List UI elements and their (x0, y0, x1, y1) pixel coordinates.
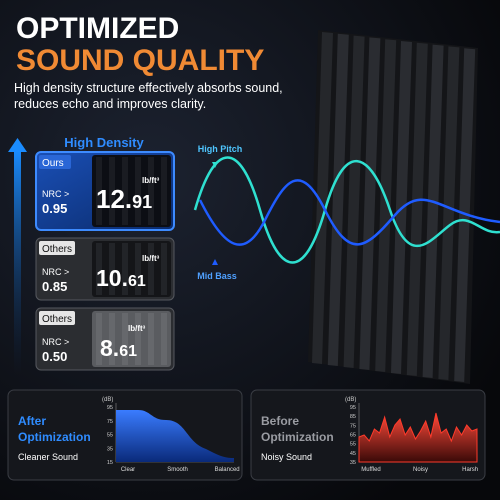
density-value: 12.91 (96, 184, 152, 214)
wave-label: Mid Bass (197, 271, 237, 281)
curve (116, 410, 234, 462)
texture (122, 313, 128, 365)
nrc-label: NRC > (42, 189, 69, 199)
y-tick-label: 95 (350, 405, 356, 411)
wave-label: High Pitch (198, 144, 243, 154)
nrc-value: 0.95 (42, 201, 67, 216)
axis-unit: (dB) (102, 397, 113, 403)
density-value: 10.61 (96, 265, 146, 291)
tag-bg (39, 311, 75, 325)
tag-bg (39, 155, 71, 169)
texture (135, 313, 141, 365)
density-value: 8.61 (100, 335, 137, 361)
y-tick-label: 35 (107, 446, 113, 452)
subtitle: High density structure effectively absor… (14, 81, 283, 111)
x-label: Clear (121, 467, 135, 473)
y-tick-label: 75 (107, 419, 113, 425)
nrc-label: NRC > (42, 267, 69, 277)
panel-title: Before (261, 414, 299, 428)
arrow-head (8, 138, 27, 152)
panel-title: After (18, 414, 46, 428)
slat (343, 35, 365, 368)
y-tick-label: 55 (107, 433, 113, 439)
slat (327, 33, 349, 367)
marker (212, 162, 218, 168)
texture (161, 243, 167, 295)
unit: lb/ft³ (128, 324, 146, 333)
texture (109, 157, 115, 225)
card-tag: Others (42, 244, 72, 255)
density-sub: 61 (119, 343, 137, 360)
texture (161, 313, 167, 365)
texture (96, 243, 102, 295)
y-tick-label: 75 (350, 423, 356, 429)
curve (358, 412, 478, 463)
panel-title: Optimization (261, 430, 334, 444)
density-sub: 61 (128, 273, 146, 290)
slat (312, 32, 333, 364)
y-tick-label: 15 (107, 460, 113, 466)
y-tick-label: 55 (350, 442, 356, 448)
wave-high (193, 156, 500, 264)
y-tick-label: 35 (350, 460, 356, 466)
unit: lb/ft³ (142, 176, 160, 185)
unit: lb/ft³ (142, 254, 160, 263)
density-label: High Density (64, 135, 144, 150)
nrc-value: 0.50 (42, 349, 67, 364)
texture (148, 243, 154, 295)
slat (406, 42, 428, 377)
texture (135, 157, 141, 225)
panel-caption: Cleaner Sound (18, 452, 78, 462)
y-tick-label: 45 (350, 451, 356, 457)
density-main: 12. (96, 184, 132, 214)
texture (96, 157, 102, 225)
texture (148, 157, 154, 225)
density-main: 10. (96, 265, 128, 291)
slat (422, 44, 444, 378)
y-tick-label: 95 (107, 405, 113, 411)
tag-bg (39, 241, 75, 255)
texture (122, 157, 128, 225)
density-sub: 91 (132, 192, 152, 212)
slat (359, 37, 381, 371)
texture (109, 313, 115, 365)
nrc-label: NRC > (42, 337, 69, 347)
panel-caption: Noisy Sound (261, 452, 312, 462)
x-label: Balanced (215, 467, 240, 473)
title: SOUND QUALITY (16, 44, 264, 77)
card-tag: Others (42, 314, 72, 325)
y-tick-label: 85 (350, 414, 356, 420)
x-label: Noisy (413, 467, 428, 473)
x-label: Harsh (462, 467, 478, 473)
slat (438, 46, 460, 381)
title: OPTIMIZED (16, 12, 179, 45)
x-label: Muffled (361, 467, 381, 473)
panel-title: Optimization (18, 430, 91, 444)
texture (122, 243, 128, 295)
arrow-shaft (14, 150, 21, 375)
texture (96, 313, 102, 365)
x-label: Smooth (167, 467, 188, 473)
density-main: 8. (100, 335, 119, 361)
nrc-value: 0.85 (42, 279, 67, 294)
texture (135, 243, 141, 295)
wave-bass (198, 179, 500, 246)
texture (148, 313, 154, 365)
axis-unit: (dB) (345, 397, 356, 403)
card-tag: Ours (42, 158, 64, 169)
subtitle-box: High density structure effectively absor… (14, 81, 283, 111)
acoustic-panel (308, 30, 478, 384)
texture (109, 243, 115, 295)
y-tick-label: 65 (350, 433, 356, 439)
slat (375, 39, 397, 372)
texture (161, 157, 167, 225)
marker (212, 259, 218, 265)
